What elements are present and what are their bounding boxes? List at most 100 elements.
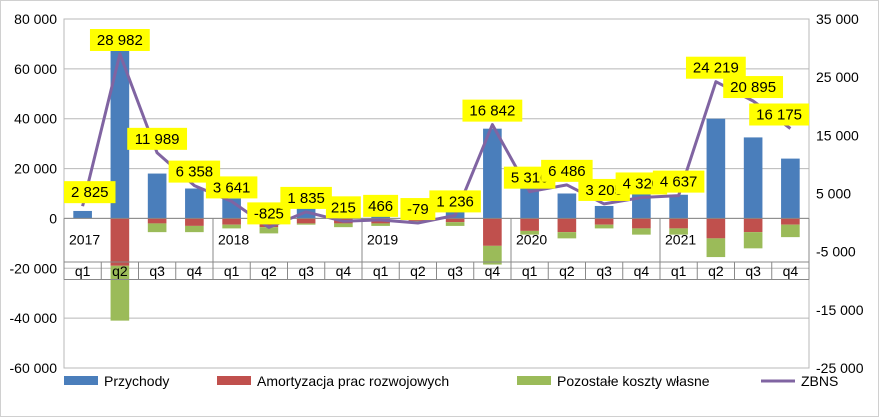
x-tick-label: q4 [336, 263, 352, 279]
bar [669, 228, 688, 235]
data-label-bg [247, 202, 291, 225]
bar [483, 218, 502, 246]
data-label: 16 175 [756, 106, 802, 123]
bar [110, 218, 130, 266]
bar [632, 228, 651, 235]
y-tick-label: -20 000 [10, 260, 58, 276]
data-label: 28 982 [97, 32, 143, 49]
data-label: 5 316 [511, 170, 549, 187]
year-label: 2021 [665, 232, 696, 248]
legend-swatch [64, 376, 98, 385]
year-label: 2018 [218, 232, 249, 248]
data-label-bg [325, 196, 361, 219]
y-tick-label: 80 000 [14, 11, 57, 27]
legend-swatch [517, 376, 551, 385]
legend-label: ZBNS [801, 373, 838, 389]
bar [185, 225, 204, 233]
data-label: 3 641 [213, 179, 251, 196]
x-tick-label: q3 [298, 263, 314, 279]
legend-label: Pozostałe koszty własne [557, 373, 710, 389]
y-tick-label: 20 000 [14, 161, 57, 177]
bar [445, 218, 465, 223]
data-label-bg [652, 170, 705, 193]
data-label: 3 205 [585, 182, 623, 199]
x-tick-label: q4 [634, 263, 650, 279]
data-label-bg [685, 56, 746, 79]
data-label: 20 895 [730, 79, 776, 96]
bar [743, 232, 763, 249]
x-tick-label: q3 [596, 263, 612, 279]
x-tick-label: q1 [373, 263, 389, 279]
bar [669, 218, 688, 229]
data-label: -825 [254, 205, 284, 222]
data-label: 1 835 [287, 190, 325, 207]
x-tick-label: q2 [112, 263, 128, 279]
data-label-bg [89, 29, 150, 52]
x-tick-label: q1 [522, 263, 538, 279]
data-label-bg [723, 76, 784, 99]
y2-tick-label: 25 000 [816, 69, 859, 85]
y2-tick-label: -25 000 [816, 360, 864, 376]
year-label: 2017 [69, 232, 100, 248]
bar [781, 158, 800, 219]
x-tick-label: q4 [187, 263, 203, 279]
y-tick-label: 40 000 [14, 111, 57, 127]
x-tick-label: q2 [410, 263, 426, 279]
legend-swatch [217, 376, 251, 385]
x-tick-label: q1 [671, 263, 687, 279]
data-label: 2 825 [71, 184, 109, 201]
bar [669, 194, 688, 219]
x-tick-label: q4 [783, 263, 799, 279]
data-label-bg [127, 127, 188, 150]
bar [147, 173, 167, 219]
y-tick-label: 60 000 [14, 61, 57, 77]
bar [594, 218, 614, 225]
y2-tick-label: -15 000 [816, 302, 864, 318]
bar [706, 118, 726, 219]
data-label-bg [429, 190, 481, 213]
data-label: 215 [331, 199, 356, 216]
bar [296, 223, 316, 225]
data-label: 24 219 [693, 60, 739, 77]
bar [632, 218, 651, 229]
legend-label: Przychody [104, 373, 169, 389]
bar [73, 210, 92, 219]
bar [483, 128, 502, 219]
bar [557, 193, 577, 219]
bar [185, 188, 204, 219]
x-tick-label: q3 [149, 263, 165, 279]
data-label: 6 486 [548, 163, 586, 180]
data-label: 1 236 [436, 193, 474, 210]
bar [557, 232, 577, 239]
bar [743, 137, 763, 219]
bar [781, 218, 800, 225]
bar [781, 224, 800, 238]
data-label-bg [541, 159, 593, 182]
data-label: 466 [368, 198, 393, 215]
bar [594, 224, 614, 229]
data-label-bg [462, 99, 523, 122]
data-label-bg [64, 181, 116, 204]
data-label-bg [363, 194, 399, 217]
x-tick-label: q4 [485, 263, 501, 279]
bar [371, 223, 390, 226]
data-label-bg [280, 186, 332, 209]
bar [147, 218, 167, 224]
data-label: 16 842 [469, 103, 515, 120]
year-label: 2020 [516, 232, 547, 248]
bar [147, 223, 167, 233]
y-tick-label: -60 000 [10, 360, 58, 376]
bar [185, 218, 204, 226]
bar [520, 188, 539, 219]
data-label: 11 989 [135, 131, 180, 148]
year-label: 2019 [367, 232, 398, 248]
bar [222, 224, 241, 229]
data-label-bg [205, 176, 258, 199]
x-tick-label: q2 [261, 263, 277, 279]
x-tick-label: q3 [447, 263, 463, 279]
bar [520, 230, 539, 235]
x-tick-label: q1 [75, 263, 91, 279]
y-tick-label: -40 000 [10, 310, 58, 326]
bar [706, 218, 726, 239]
